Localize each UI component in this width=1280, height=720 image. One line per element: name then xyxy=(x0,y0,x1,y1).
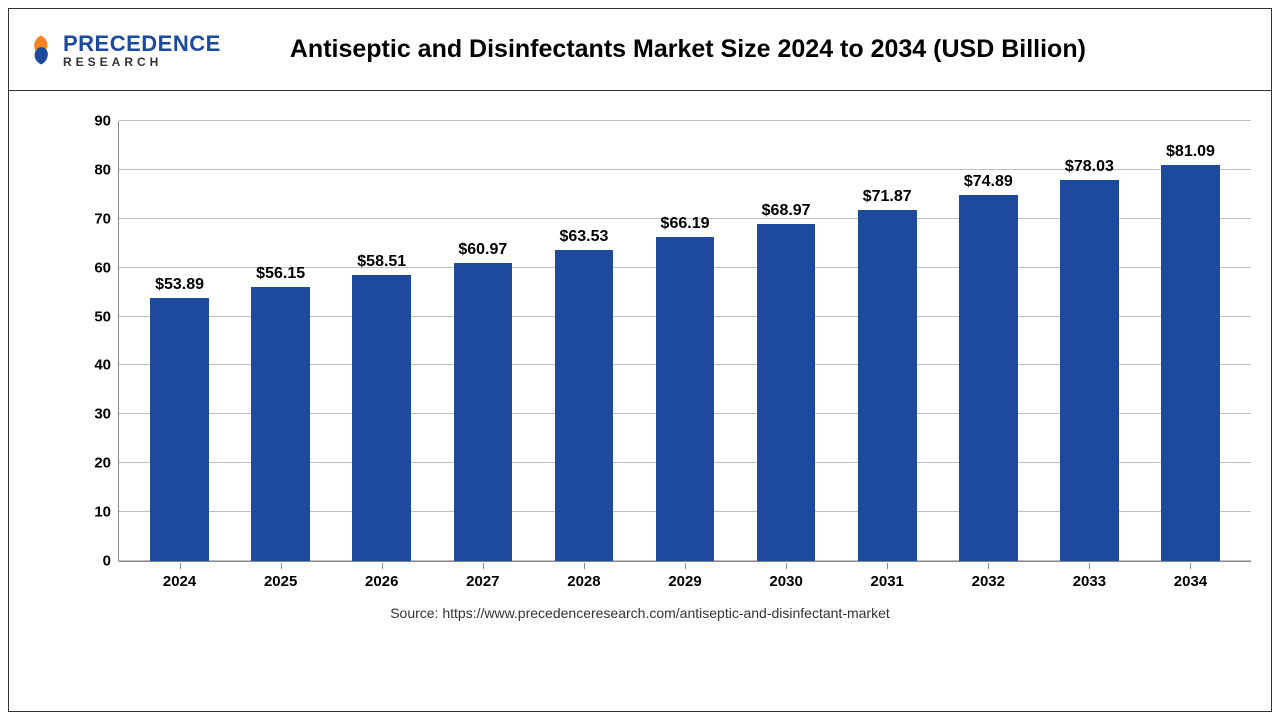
x-tick-mark xyxy=(1089,563,1090,569)
x-tick-mark xyxy=(281,563,282,569)
bar xyxy=(555,250,614,561)
chart-title: Antiseptic and Disinfectants Market Size… xyxy=(241,35,1255,64)
y-axis: 0102030405060708090 xyxy=(79,121,119,561)
bar xyxy=(1060,180,1119,561)
logo-mark-icon xyxy=(25,34,57,66)
x-tick-mark xyxy=(382,563,383,569)
x-tick-label: 2034 xyxy=(1140,563,1241,601)
y-tick-label: 30 xyxy=(94,406,111,423)
x-tick-label: 2029 xyxy=(634,563,735,601)
bar-value-label: $63.53 xyxy=(559,228,608,246)
x-tick-mark xyxy=(887,563,888,569)
bar-value-label: $78.03 xyxy=(1065,158,1114,176)
brand-bot: RESEARCH xyxy=(63,55,221,69)
y-tick-label: 0 xyxy=(103,553,111,570)
bar-wrap: $74.89 xyxy=(938,121,1039,561)
bar xyxy=(251,287,310,562)
x-axis-line xyxy=(119,561,1251,562)
y-tick-label: 90 xyxy=(94,113,111,130)
bar xyxy=(959,195,1018,561)
brand-top: PRECEDENCE xyxy=(63,31,221,56)
y-tick-label: 10 xyxy=(94,504,111,521)
bar-wrap: $63.53 xyxy=(533,121,634,561)
bar-value-label: $56.15 xyxy=(256,265,305,283)
y-tick-label: 60 xyxy=(94,259,111,276)
chart-frame: PRECEDENCE RESEARCH Antiseptic and Disin… xyxy=(8,8,1272,712)
x-tick-label: 2027 xyxy=(432,563,533,601)
x-tick-mark xyxy=(988,563,989,569)
bar-wrap: $78.03 xyxy=(1039,121,1140,561)
x-tick-mark xyxy=(483,563,484,569)
x-tick-mark xyxy=(584,563,585,569)
bar xyxy=(858,210,917,561)
chart-zone: 0102030405060708090 $53.89$56.15$58.51$6… xyxy=(9,91,1271,651)
x-tick-label: 2031 xyxy=(837,563,938,601)
source-text: Source: https://www.precedenceresearch.c… xyxy=(49,605,1231,621)
bar-wrap: $81.09 xyxy=(1140,121,1241,561)
x-tick-mark xyxy=(180,563,181,569)
bar-value-label: $74.89 xyxy=(964,173,1013,191)
x-tick-mark xyxy=(685,563,686,569)
bar-value-label: $68.97 xyxy=(762,202,811,220)
bar-wrap: $56.15 xyxy=(230,121,331,561)
y-tick-label: 80 xyxy=(94,161,111,178)
x-labels: 2024202520262027202820292030203120322033… xyxy=(119,563,1251,601)
bar-wrap: $53.89 xyxy=(129,121,230,561)
brand-logo: PRECEDENCE RESEARCH xyxy=(25,31,221,69)
y-tick-label: 50 xyxy=(94,308,111,325)
bar-wrap: $66.19 xyxy=(634,121,735,561)
bar-value-label: $53.89 xyxy=(155,276,204,294)
y-tick-label: 20 xyxy=(94,455,111,472)
bars-container: $53.89 $56.15 $58.51 $60.97 $63.53 $66.19 $68.… xyxy=(119,121,1251,561)
bar xyxy=(757,224,816,561)
bar-value-label: $58.51 xyxy=(357,253,406,271)
plot-area: 0102030405060708090 $53.89$56.15$58.51$6… xyxy=(79,121,1261,601)
bar xyxy=(352,275,411,561)
y-tick-label: 70 xyxy=(94,210,111,227)
logo-text: PRECEDENCE RESEARCH xyxy=(63,31,221,69)
x-tick-mark xyxy=(786,563,787,569)
bar-value-label: $66.19 xyxy=(661,215,710,233)
x-tick-label: 2030 xyxy=(736,563,837,601)
x-tick-label: 2024 xyxy=(129,563,230,601)
header: PRECEDENCE RESEARCH Antiseptic and Disin… xyxy=(9,9,1271,91)
x-tick-label: 2026 xyxy=(331,563,432,601)
bar-value-label: $71.87 xyxy=(863,188,912,206)
x-tick-label: 2028 xyxy=(533,563,634,601)
bar-wrap: $68.97 xyxy=(736,121,837,561)
y-tick-label: 40 xyxy=(94,357,111,374)
bar xyxy=(150,298,209,561)
x-tick-mark xyxy=(1190,563,1191,569)
bar-wrap: $60.97 xyxy=(432,121,533,561)
bar-wrap: $71.87 xyxy=(837,121,938,561)
bar xyxy=(454,263,513,561)
bar-value-label: $60.97 xyxy=(458,241,507,259)
x-tick-label: 2032 xyxy=(938,563,1039,601)
x-tick-label: 2025 xyxy=(230,563,331,601)
x-tick-label: 2033 xyxy=(1039,563,1140,601)
bar-wrap: $58.51 xyxy=(331,121,432,561)
bar xyxy=(656,237,715,561)
bar xyxy=(1161,165,1220,561)
bar-value-label: $81.09 xyxy=(1166,143,1215,161)
